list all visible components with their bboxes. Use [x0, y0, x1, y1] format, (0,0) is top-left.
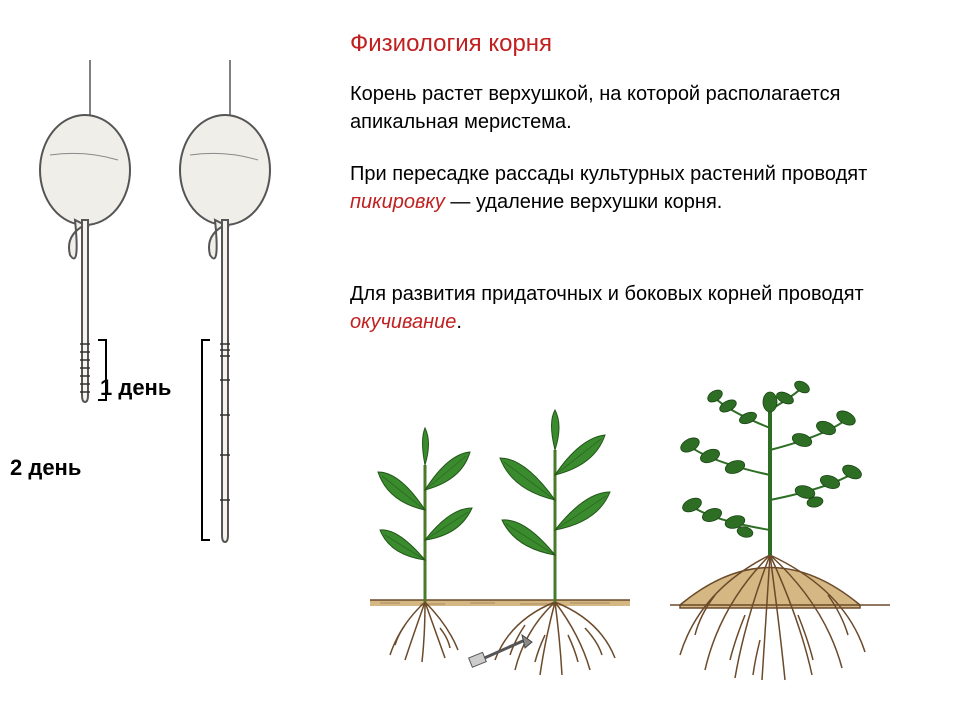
plant-3 [670, 380, 890, 680]
p3-text-b: . [456, 311, 462, 333]
plants-illustration [350, 380, 910, 690]
p2-highlight: пикировку [350, 191, 445, 213]
p3-text-a: Для развития придаточных и боковых корне… [350, 283, 864, 305]
p2-text-b: — удаление верхушки корня. [445, 191, 723, 213]
label-day-2: 2 день [10, 455, 81, 481]
paragraph-2: При пересадке рассады культурных растени… [350, 160, 900, 216]
root-growth-diagram [10, 60, 310, 560]
paragraph-3: Для развития придаточных и боковых корне… [350, 280, 900, 336]
p3-highlight: окучивание [350, 311, 456, 333]
label-day-1: 1 день [100, 375, 171, 401]
paragraph-1: Корень растет верхушкой, на которой расп… [350, 80, 900, 136]
p2-text-a: При пересадке рассады культурных растени… [350, 163, 867, 185]
plant-2 [469, 410, 615, 675]
plant-1 [378, 428, 472, 662]
pinching-tool-icon [469, 635, 532, 667]
page-title: Физиология корня [350, 30, 552, 58]
